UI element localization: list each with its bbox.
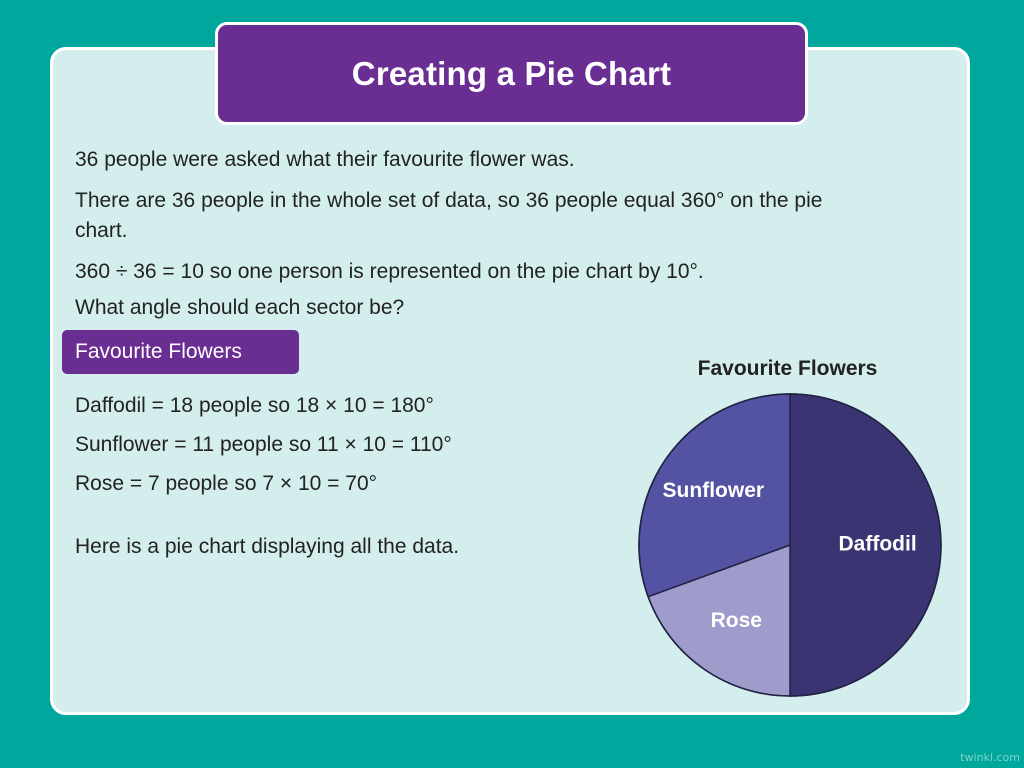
calc-rose: Rose = 7 people so 7 × 10 = 70° <box>75 472 378 495</box>
closing-text: Here is a pie chart displaying all the d… <box>75 535 460 558</box>
favourite-flowers-badge: Favourite Flowers <box>62 330 299 374</box>
twinkl-watermark: twinkl.com <box>960 751 1020 764</box>
pie-label-daffodil: Daffodil <box>839 533 917 556</box>
intro-line-1: 36 people were asked what their favourit… <box>75 148 575 171</box>
chart-title: Favourite Flowers <box>697 357 878 380</box>
calc-sunflower: Sunflower = 11 people so 11 × 10 = 110° <box>75 433 452 456</box>
intro-line-2a: There are 36 people in the whole set of … <box>75 189 823 212</box>
intro-line-2b: chart. <box>75 219 128 242</box>
calc-daffodil: Daffodil = 18 people so 18 × 10 = 180° <box>75 394 434 417</box>
pie-label-sunflower: Sunflower <box>663 479 765 502</box>
badge-label: Favourite Flowers <box>75 340 242 363</box>
pie-label-rose: Rose <box>711 609 762 632</box>
title-banner: Creating a Pie Chart <box>215 22 808 125</box>
page-title: Creating a Pie Chart <box>351 54 672 92</box>
intro-line-4: What angle should each sector be? <box>75 296 405 319</box>
intro-line-3: 360 ÷ 36 = 10 so one person is represent… <box>75 260 704 283</box>
pie-outline <box>638 393 942 697</box>
